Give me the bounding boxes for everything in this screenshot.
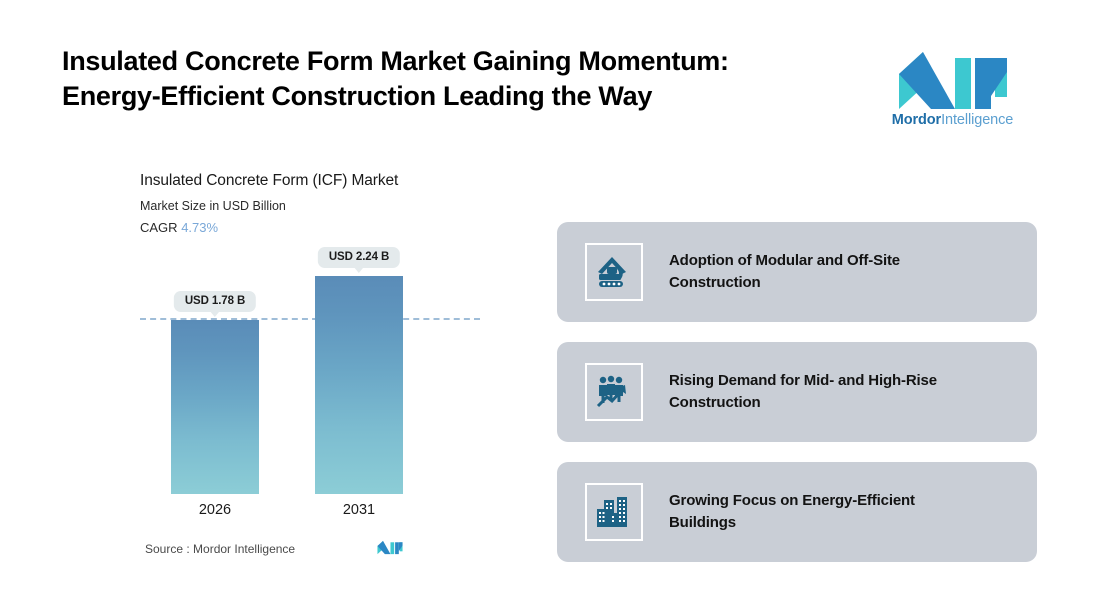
driver-card[interactable]: Adoption of Modular and Off-Site Constru… <box>557 222 1037 322</box>
x-tick-label: 2026 <box>198 502 232 518</box>
driver-card-text-line-1: Adoption of Modular and Off-Site <box>669 252 900 270</box>
driver-card-icon-box <box>585 363 643 421</box>
driver-card-icon-box <box>585 243 643 301</box>
cagr-label: CAGR <box>140 220 178 235</box>
driver-card-text-line-1: Rising Demand for Mid- and High-Rise <box>669 372 937 390</box>
chart-source-row: Source : Mordor Intelligence <box>145 540 465 562</box>
chart-cagr: CAGR 4.73% <box>140 220 460 235</box>
driver-card-text-line-2: Construction <box>669 394 761 411</box>
driver-card-text-line-2: Construction <box>669 274 761 291</box>
reference-dashed-line <box>140 318 480 320</box>
driver-card-text: Growing Focus on Energy-Efficient Buildi… <box>669 490 915 534</box>
brand-logo: MordorIntelligence <box>880 52 1025 137</box>
page-title: Insulated Concrete Form Market Gaining M… <box>62 44 852 114</box>
page-title-line-1: Insulated Concrete Form Market Gaining M… <box>62 46 729 76</box>
cagr-value: 4.73% <box>181 220 219 235</box>
chart-plot-area: USD 1.78 B USD 2.24 B <box>140 247 480 494</box>
brand-word-mordor: Mordor <box>891 112 942 128</box>
mordor-m-logo-icon <box>898 52 1007 109</box>
bar-value-label: USD 1.78 B <box>173 291 257 317</box>
driver-card[interactable]: Rising Demand for Mid- and High-Rise Con… <box>557 342 1037 442</box>
driver-card-text-line-1: Growing Focus on Energy-Efficient <box>669 492 915 510</box>
chart-title: Insulated Concrete Form (ICF) Market <box>140 172 399 189</box>
people-growth-arrow-icon <box>596 375 626 408</box>
source-value: Mordor Intelligence <box>193 542 296 556</box>
chart-subtitle: Market Size in USD Billion <box>140 199 286 213</box>
driver-card-text-line-2: Buildings <box>669 514 736 531</box>
brand-word-intelligence: Intelligence <box>941 112 1014 128</box>
brand-wordmark: MordorIntelligence <box>880 112 1025 128</box>
driver-card-text: Adoption of Modular and Off-Site Constru… <box>669 250 900 294</box>
chart-x-axis: 2026 2031 <box>140 502 460 526</box>
driver-cards-list: Adoption of Modular and Off-Site Constru… <box>557 222 1037 582</box>
chart-source-text: Source : Mordor Intelligence <box>145 542 295 556</box>
page-title-line-2: Energy-Efficient Construction Leading th… <box>62 81 653 112</box>
bar[interactable] <box>171 320 259 494</box>
city-buildings-icon <box>597 497 627 527</box>
x-tick-label: 2031 <box>342 502 376 518</box>
source-label: Source : <box>145 542 190 556</box>
excavator-icon <box>598 257 626 287</box>
bar-value-label: USD 2.24 B <box>317 247 401 273</box>
driver-card-icon-box <box>585 483 643 541</box>
driver-card[interactable]: Growing Focus on Energy-Efficient Buildi… <box>557 462 1037 562</box>
mordor-m-logo-icon <box>377 540 403 555</box>
driver-card-text: Rising Demand for Mid- and High-Rise Con… <box>669 370 937 414</box>
bar[interactable] <box>315 276 403 494</box>
chart-panel: Insulated Concrete Form (ICF) Market Mar… <box>140 172 480 562</box>
